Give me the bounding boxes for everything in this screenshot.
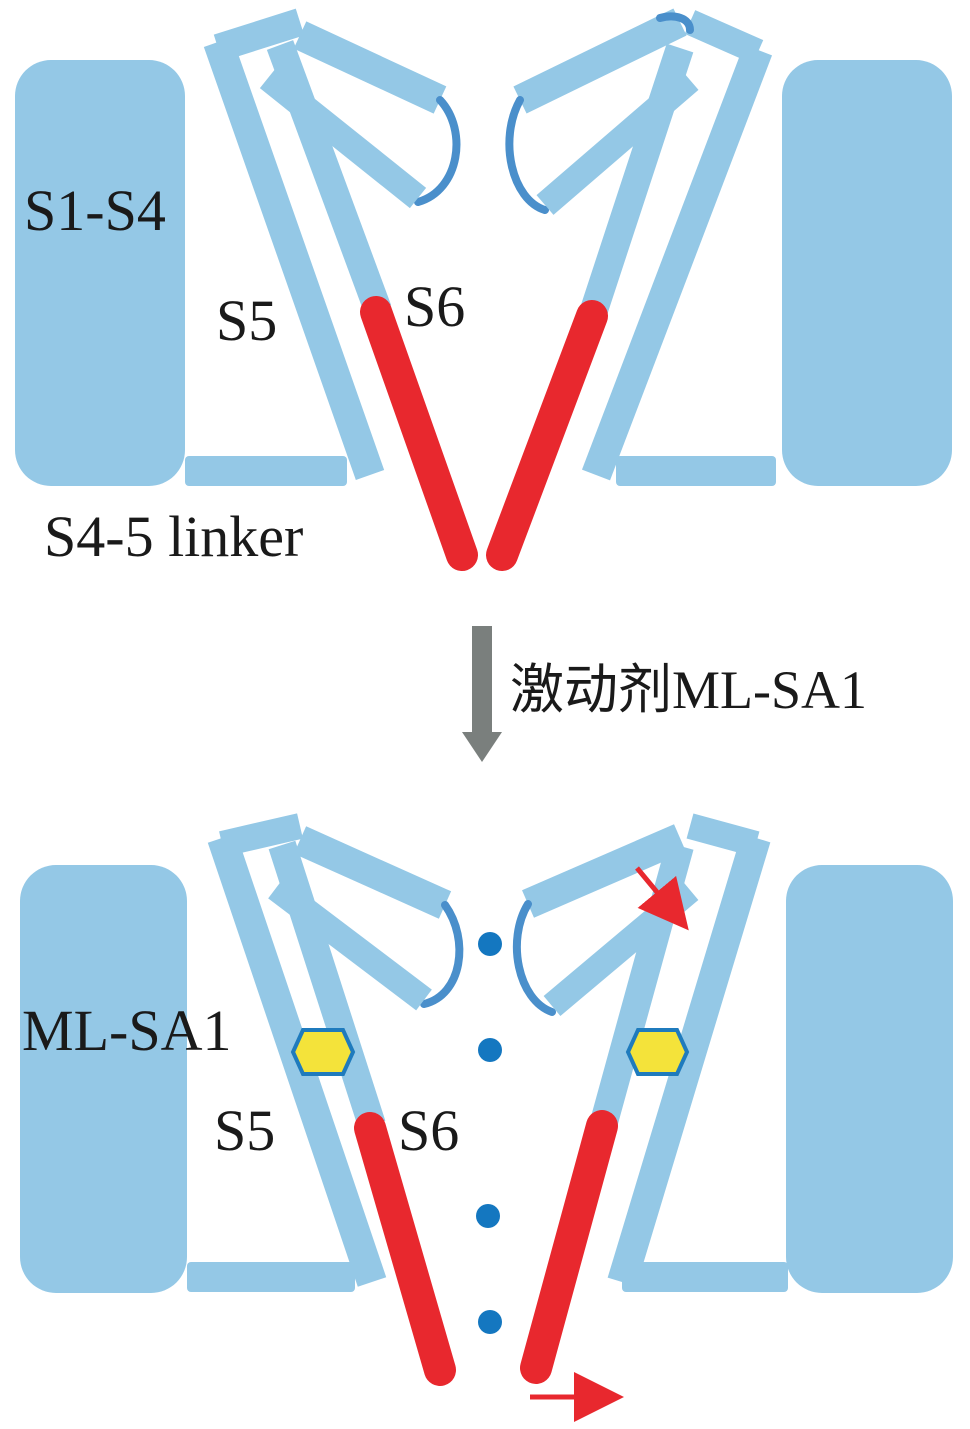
transition-arrow-shaft <box>472 626 492 736</box>
open-pore-helix-right-2 <box>522 824 686 918</box>
ion-dot <box>476 1204 500 1228</box>
closed-turret-right <box>505 96 549 214</box>
closed-s5-right <box>581 44 773 481</box>
closed-pore-helix-right-2 <box>513 8 687 114</box>
open-pore-helix-right <box>686 813 760 857</box>
open-vsd-right <box>786 865 953 1293</box>
open-state-panel: ML-SA1 S5 S6 <box>20 813 953 1422</box>
open-s6-left-gate <box>354 1112 456 1386</box>
closed-state-panel: S1-S4 S5 S6 S4-5 linker <box>15 8 952 571</box>
closed-s6-left-upper <box>266 40 392 315</box>
closed-label-linker: S4-5 linker <box>44 504 303 569</box>
closed-linker-left <box>185 456 347 486</box>
open-label-agonist: ML-SA1 <box>22 998 231 1063</box>
closed-linker-right <box>616 456 776 486</box>
closed-label-vsd: S1-S4 <box>24 178 166 243</box>
open-turret-right <box>512 900 556 1016</box>
open-pore-helix-left <box>219 813 303 857</box>
closed-turret-left <box>414 96 461 206</box>
closed-s6-right-gate <box>486 300 608 571</box>
agonist-molecule-right <box>625 1028 690 1076</box>
ion-dot <box>478 1038 502 1062</box>
ion-dot <box>478 1310 502 1334</box>
closed-loop-right-top <box>656 12 694 34</box>
open-s6-left-upper <box>268 840 386 1130</box>
movement-arrow-top <box>635 866 689 931</box>
closed-pore-helix-right <box>684 10 764 64</box>
closed-label-s5: S5 <box>216 288 277 353</box>
ion-dot <box>478 932 502 956</box>
closed-vsd-right <box>782 60 952 486</box>
transition-arrow-group: 激动剂ML-SA1 <box>462 626 867 762</box>
open-turret-left <box>420 901 464 1008</box>
closed-pore-helix-left <box>213 8 305 62</box>
closed-s5-left <box>203 37 385 480</box>
agonist-molecule-left <box>290 1028 356 1076</box>
transition-label: 激动剂ML-SA1 <box>510 660 867 720</box>
open-label-s5: S5 <box>214 1098 275 1163</box>
open-label-s6: S6 <box>398 1098 459 1163</box>
closed-s6-left-gate <box>360 296 478 571</box>
open-s5-right <box>607 833 771 1287</box>
open-s6-right-gate <box>520 1110 618 1384</box>
open-vsd-left <box>20 865 187 1293</box>
closed-s6-right-upper <box>580 43 694 315</box>
open-pore-helix-left-2 <box>293 826 452 919</box>
closed-pore-helix-left-2 <box>293 21 447 114</box>
closed-label-s6: S6 <box>404 274 465 339</box>
transition-arrow-head <box>462 732 502 762</box>
closed-vsd-left <box>15 60 185 486</box>
open-linker-left <box>187 1262 355 1292</box>
open-linker-right <box>622 1262 788 1292</box>
